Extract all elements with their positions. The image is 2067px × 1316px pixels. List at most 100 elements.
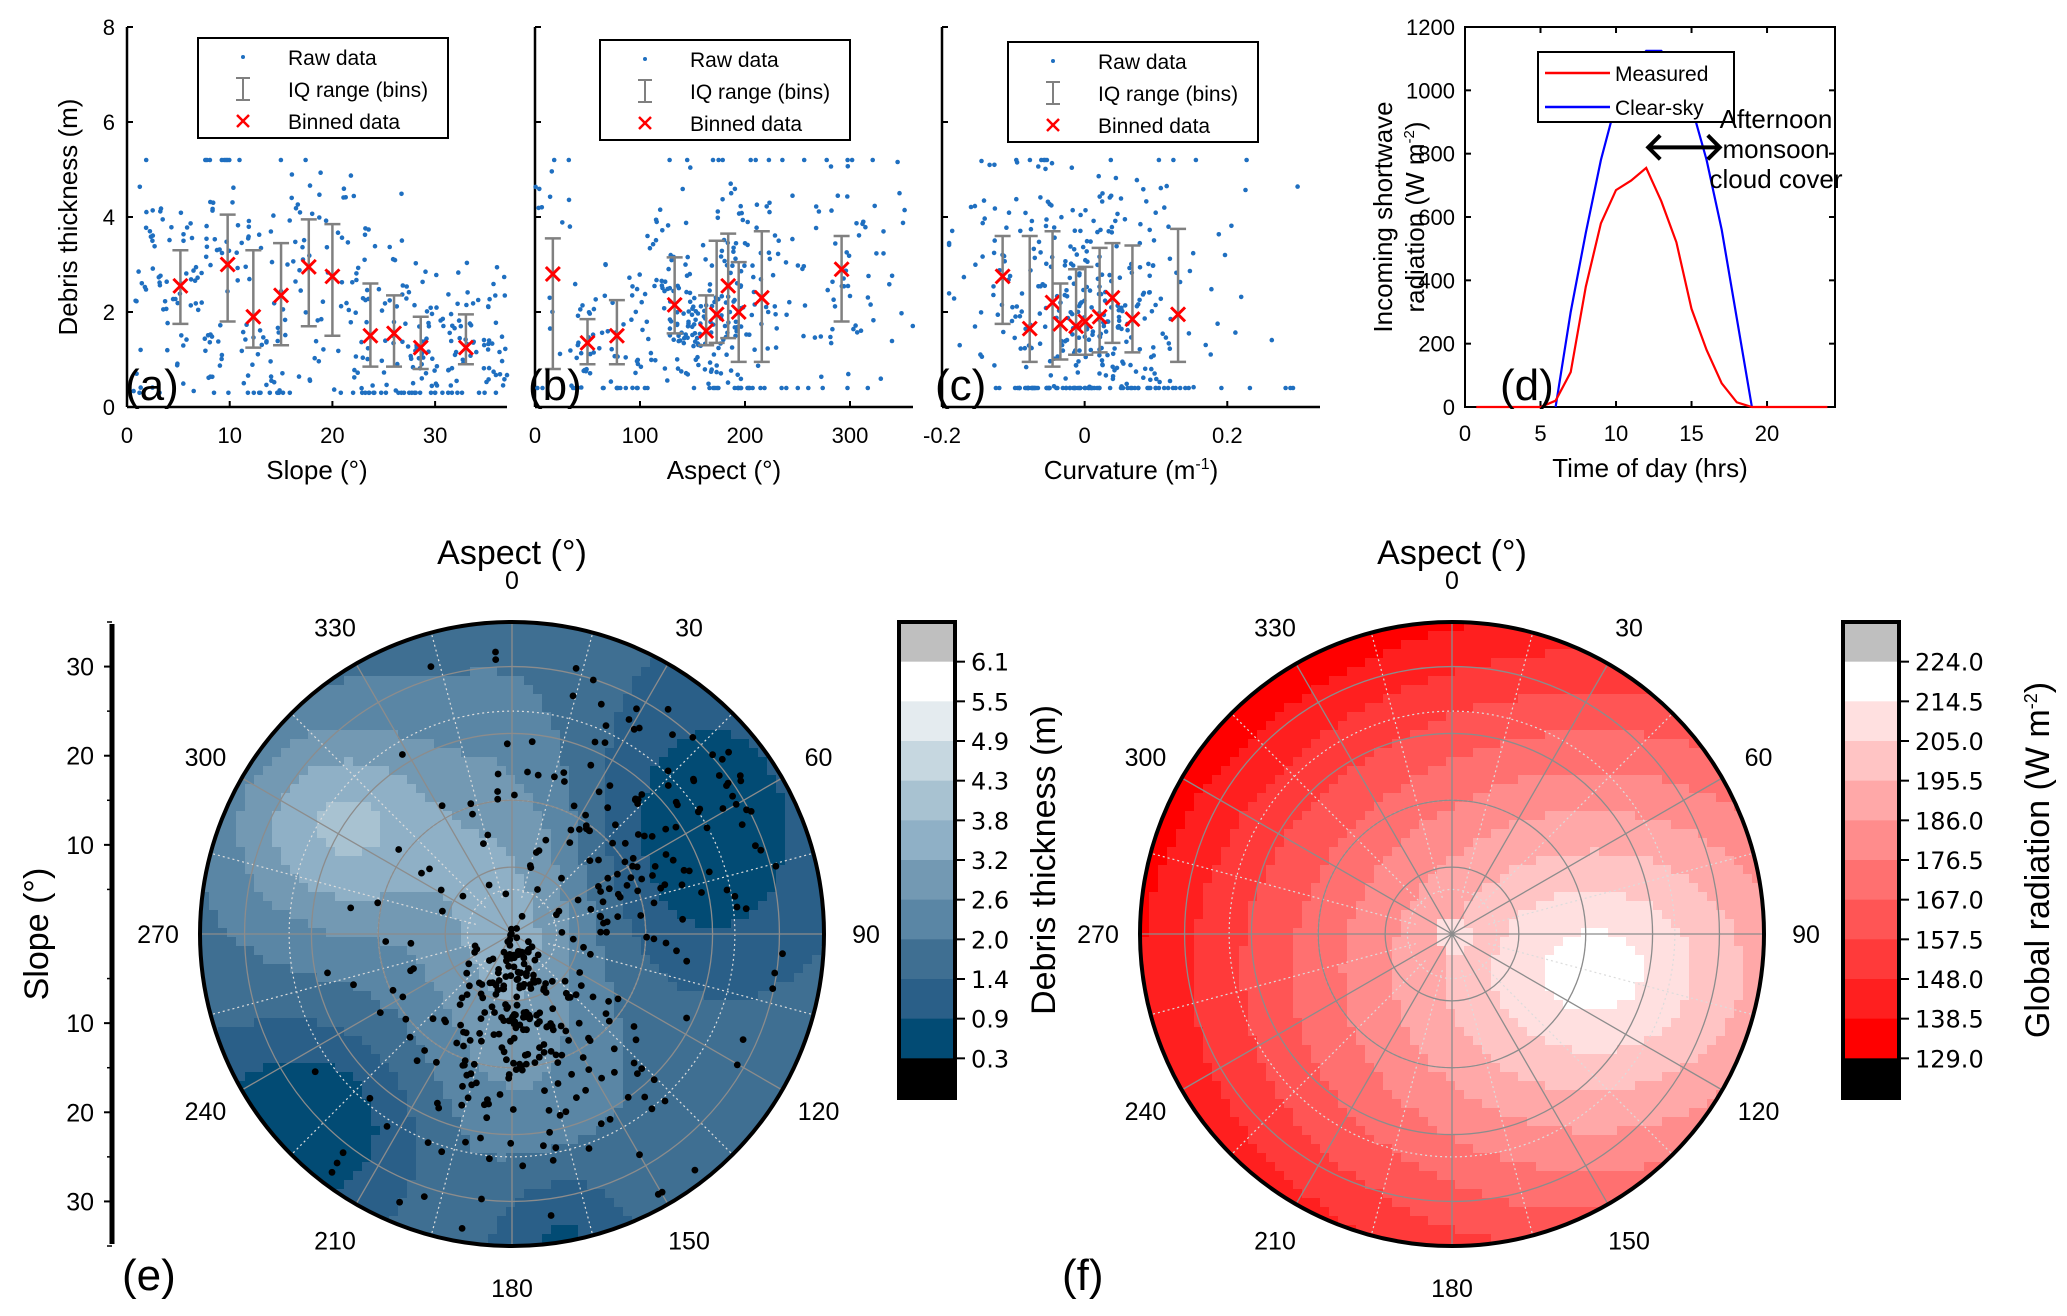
raw-data-point: [445, 390, 451, 396]
raw-data-point: [1037, 341, 1043, 347]
contour-cell: [677, 928, 687, 938]
contour-cell: [704, 946, 714, 956]
contour-cell: [344, 1000, 354, 1010]
contour-cell: [461, 1117, 471, 1127]
contour-cell: [452, 811, 462, 821]
raw-data-point: [829, 208, 834, 213]
iq-range-errorbar: [833, 234, 850, 323]
legend-raw-icon: [241, 55, 245, 59]
contour-cell: [272, 784, 282, 794]
contour-cell: [587, 1117, 597, 1127]
contour-cell: [569, 982, 579, 992]
contour-cell: [335, 1072, 345, 1082]
raw-data-point: [714, 363, 719, 368]
contour-cell: [290, 901, 300, 911]
contour-cell: [407, 820, 417, 830]
contour-cell: [281, 757, 291, 767]
contour-cell: [326, 829, 336, 839]
contour-cell: [353, 694, 363, 704]
contour-cell: [353, 784, 363, 794]
contour-cell: [533, 748, 543, 758]
contour-cell: [308, 1072, 318, 1082]
contour-cell: [704, 847, 714, 857]
contour-cell: [344, 874, 354, 884]
contour-cell: [704, 793, 714, 803]
contour-cell: [704, 802, 714, 812]
contour-cell: [398, 1009, 408, 1019]
contour-cell: [425, 901, 435, 911]
contour-cell: [650, 1081, 660, 1091]
raw-data-point: [1095, 229, 1100, 235]
raw-data-point: [245, 236, 251, 241]
iq-range-errorbar: [219, 213, 236, 323]
contour-cell: [776, 802, 786, 812]
contour-cell: [569, 910, 579, 920]
contour-cell: [686, 973, 696, 983]
contour-cell: [335, 874, 345, 884]
raw-data-point: [432, 390, 438, 396]
contour-cell: [551, 721, 561, 731]
raw-data-point: [692, 295, 697, 301]
contour-cell: [542, 1072, 552, 1082]
contour-cell: [668, 1036, 678, 1046]
raw-data-point: [735, 372, 740, 378]
contour-cell: [596, 1081, 606, 1091]
contour-cell: [641, 892, 651, 902]
contour-cell: [524, 649, 534, 659]
contour-cell: [542, 910, 552, 920]
raw-data-point: [240, 329, 246, 335]
contour-cell: [425, 1126, 435, 1136]
contour-cell: [524, 622, 534, 632]
contour-cell: [335, 793, 345, 803]
contour-cell: [650, 766, 660, 776]
contour-cell: [614, 937, 624, 947]
raw-data-point: [429, 311, 435, 317]
contour-cell: [767, 946, 777, 956]
contour-cell: [371, 802, 381, 812]
contour-cell: [227, 928, 237, 938]
contour-cell: [605, 991, 615, 1001]
contour-cell: [587, 1018, 597, 1028]
contour-cell: [560, 1072, 570, 1082]
contour-cell: [515, 919, 525, 929]
contour-cell: [587, 685, 597, 695]
contour-cell: [551, 1108, 561, 1118]
contour-cell: [353, 856, 363, 866]
raw-data-point: [762, 385, 767, 391]
contour-cell: [740, 946, 750, 956]
raw-data-point: [714, 369, 719, 375]
raw-data-point: [560, 220, 565, 225]
contour-cell: [416, 730, 426, 740]
contour-cell: [263, 928, 273, 938]
contour-cell: [758, 1018, 768, 1028]
contour-cell: [740, 757, 750, 767]
contour-cell: [623, 901, 633, 911]
contour-cell: [443, 1108, 453, 1118]
contour-cell: [623, 775, 633, 785]
raw-data-point: [406, 390, 412, 396]
raw-data-point: [278, 157, 284, 163]
contour-cell: [416, 784, 426, 794]
raw-data-point: [578, 350, 584, 356]
contour-cell: [695, 865, 705, 875]
contour-cell: [542, 748, 552, 758]
contour-cell: [776, 928, 786, 938]
contour-cell: [380, 775, 390, 785]
binned-marker-stroke: [1170, 306, 1187, 323]
contour-cell: [416, 856, 426, 866]
contour-cell: [497, 991, 507, 1001]
contour-cell: [623, 802, 633, 812]
contour-cell: [389, 1090, 399, 1100]
contour-cell: [668, 739, 678, 749]
contour-cell: [623, 946, 633, 956]
contour-cell: [353, 901, 363, 911]
raw-data-point: [1006, 210, 1012, 215]
contour-cell: [389, 856, 399, 866]
contour-cell: [254, 1009, 264, 1019]
raw-data-point: [676, 285, 682, 291]
contour-cell: [326, 685, 336, 695]
contour-cell: [686, 829, 696, 839]
contour-cell: [452, 712, 462, 722]
contour-cell: [470, 667, 480, 677]
contour-cell: [722, 991, 732, 1001]
